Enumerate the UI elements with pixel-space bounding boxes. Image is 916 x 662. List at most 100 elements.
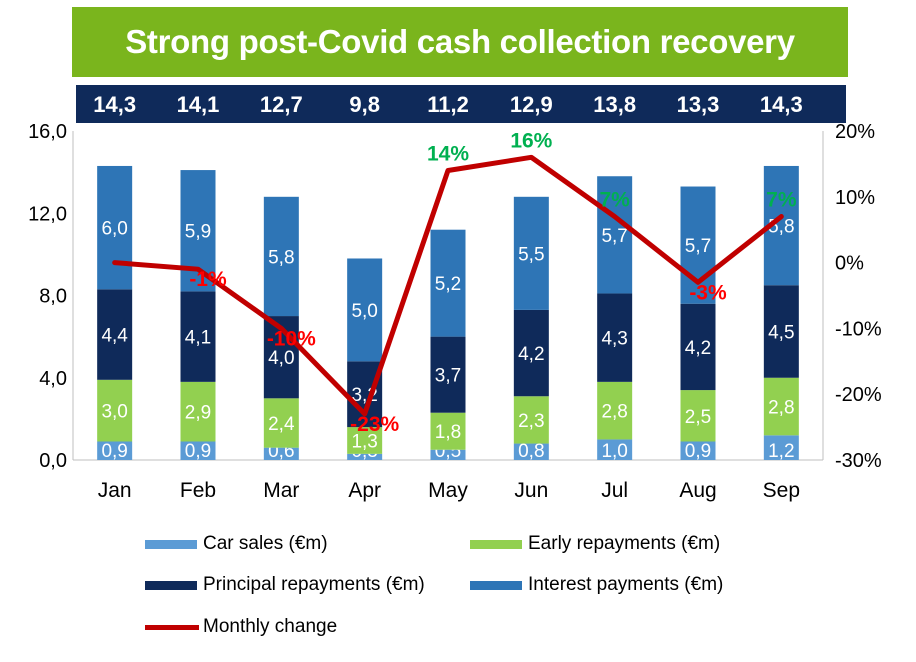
data-label-interest-payments: 5,7: [685, 236, 711, 257]
data-label-interest-payments: 5,2: [435, 274, 461, 295]
chart-title: Strong post-Covid cash collection recove…: [125, 23, 795, 60]
bar-segment-principal-repayments: [763, 285, 799, 378]
monthly-change-label: -10%: [267, 327, 316, 350]
bar-segment-early-repayments: [430, 412, 466, 450]
y-right-tick-label: 20%: [835, 121, 875, 143]
bar-segment-principal-repayments: [597, 293, 633, 382]
bar-segment-early-repayments: [513, 396, 549, 444]
legend-item-interest-payments: Interest payments (€m): [470, 574, 723, 596]
x-tick-label: Jul: [601, 479, 628, 502]
legend-item-car-sales: Car sales (€m): [145, 533, 328, 555]
data-label-car-sales: 0,8: [518, 441, 544, 462]
x-tick-label: Jun: [514, 479, 548, 502]
data-label-interest-payments: 6,0: [101, 219, 127, 240]
data-label-early-repayments: 2,9: [185, 403, 211, 424]
legend-label-principal-repayments: Principal repayments (€m): [203, 574, 425, 595]
bar-segment-car-sales: [763, 435, 799, 460]
bar-segment-car-sales: [263, 447, 299, 460]
data-label-interest-payments: 5,0: [351, 301, 377, 322]
x-tick-label: Aug: [679, 479, 716, 502]
y-left-tick-label: 12,0: [28, 203, 67, 225]
bar-segment-car-sales: [180, 441, 216, 460]
bar-segment-principal-repayments: [430, 336, 466, 413]
data-label-car-sales: 0,9: [185, 441, 211, 462]
monthly-total-value: 14,3: [759, 92, 803, 117]
x-tick-label: Apr: [348, 479, 381, 502]
monthly-change-label: -1%: [189, 268, 227, 291]
data-label-principal-repayments: 4,5: [768, 322, 794, 343]
y-left-tick-label: 16,0: [28, 121, 67, 143]
y-right-tick-label: 0%: [835, 253, 864, 275]
y-right-tick-label: -30%: [835, 450, 882, 472]
legend-swatch-early-repayments: [470, 539, 522, 549]
x-tick-label: May: [428, 479, 468, 502]
monthly-change-label: 7%: [599, 189, 630, 212]
legend-swatch-principal-repayments: [145, 580, 197, 590]
data-label-principal-repayments: 4,4: [101, 326, 128, 347]
x-tick-label: Jan: [98, 479, 132, 502]
legend-swatch-interest-payments: [470, 580, 522, 590]
legend-label-interest-payments: Interest payments (€m): [528, 574, 724, 595]
data-label-early-repayments: 2,4: [268, 414, 295, 435]
data-label-early-repayments: 2,8: [601, 402, 627, 423]
x-tick-label: Feb: [180, 479, 216, 502]
bar-segment-interest-payments: [97, 165, 133, 290]
bar-segment-interest-payments: [263, 196, 299, 317]
data-label-principal-repayments: 4,1: [185, 328, 211, 349]
bar-segment-car-sales: [97, 441, 133, 460]
legend-label-monthly-change: Monthly change: [203, 616, 338, 637]
data-label-early-repayments: 1,3: [351, 431, 377, 452]
legend-swatch-monthly-change: [145, 624, 199, 630]
data-label-interest-payments: 5,5: [518, 244, 544, 265]
y-right-tick-label: -10%: [835, 318, 882, 340]
bar-segment-interest-payments: [597, 176, 633, 294]
bar-segment-car-sales: [513, 443, 549, 460]
y-left-tick-label: 4,0: [39, 368, 67, 390]
bar-segment-car-sales: [347, 453, 383, 460]
monthly-total-value: 14,3: [93, 92, 137, 117]
bar-segment-early-repayments: [680, 390, 716, 442]
data-label-car-sales: 1,2: [768, 441, 794, 462]
monthly-change-label: -3%: [689, 281, 727, 304]
bar-segment-car-sales: [680, 441, 716, 460]
bar-segment-principal-repayments: [680, 303, 716, 391]
legend-label-car-sales: Car sales (€m): [203, 533, 328, 554]
legend-item-principal-repayments: Principal repayments (€m): [145, 574, 425, 596]
data-label-interest-payments: 5,8: [268, 247, 294, 268]
data-label-principal-repayments: 4,0: [268, 348, 294, 369]
x-tick-label: Sep: [763, 479, 800, 502]
monthly-change-label: -23%: [350, 413, 399, 436]
data-label-car-sales: 0,9: [101, 441, 127, 462]
data-label-principal-repayments: 4,2: [518, 344, 544, 365]
data-label-car-sales: 0,9: [685, 441, 711, 462]
bar-segment-principal-repayments: [513, 309, 549, 397]
bar-segment-early-repayments: [763, 377, 799, 436]
bar-segment-car-sales: [430, 449, 466, 460]
bar-segment-early-repayments: [263, 398, 299, 448]
bar-segment-car-sales: [597, 439, 633, 460]
bar-segment-early-repayments: [97, 379, 133, 442]
data-label-principal-repayments: 4,3: [601, 329, 627, 350]
monthly-change-line: [112, 154, 784, 417]
data-label-principal-repayments: 4,2: [685, 338, 711, 359]
monthly-total-value: 14,1: [176, 92, 220, 117]
monthly-change-label: 14%: [427, 142, 469, 165]
data-label-early-repayments: 2,3: [518, 411, 544, 432]
data-label-interest-payments: 5,7: [601, 226, 627, 247]
monthly-total-value: 12,7: [259, 92, 303, 117]
legend-label-early-repayments: Early repayments (€m): [528, 533, 721, 554]
monthly-change-label: 16%: [510, 129, 552, 152]
bar-segment-principal-repayments: [180, 291, 216, 382]
monthly-total-value: 13,8: [593, 92, 637, 117]
data-label-interest-payments: 5,9: [185, 222, 211, 243]
y-right-tick-label: -20%: [835, 384, 882, 406]
data-label-car-sales: 1,0: [601, 441, 627, 462]
legend-swatch-car-sales: [145, 539, 197, 549]
bar-segment-early-repayments: [180, 381, 216, 442]
bar-segment-early-repayments: [347, 427, 383, 454]
monthly-total-value: 9,8: [349, 92, 380, 117]
y-left-tick-label: 0,0: [39, 450, 67, 472]
monthly-total-value: 12,9: [509, 92, 553, 117]
bar-segment-interest-payments: [347, 258, 383, 362]
monthly-total-value: 13,3: [676, 92, 720, 117]
